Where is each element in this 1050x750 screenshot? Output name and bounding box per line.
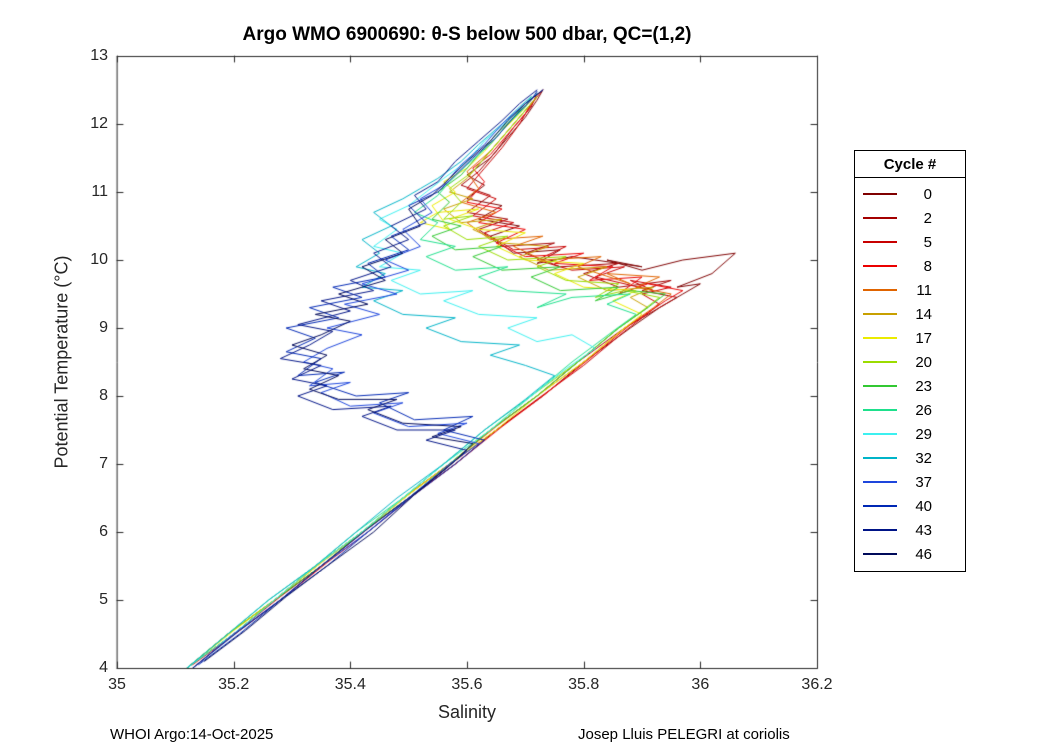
y-axis-label: Potential Temperature (°C): [51, 255, 72, 469]
legend-line-sample: [863, 529, 897, 531]
y-tick-label: 6: [99, 523, 108, 540]
plot-title: Argo WMO 6900690: θ-S below 500 dbar, QC…: [242, 24, 692, 45]
legend-line-sample: [863, 265, 897, 267]
legend-entry-label: 11: [916, 281, 932, 299]
legend-line-sample: [863, 553, 897, 555]
legend-entry-label: 29: [915, 425, 932, 443]
legend-entry: 40: [855, 494, 965, 518]
legend-line-sample: [863, 289, 897, 291]
legend-entry: 8: [855, 254, 965, 278]
legend-entry: 14: [855, 302, 965, 326]
legend-line-sample: [863, 217, 897, 219]
legend-entry-label: 0: [923, 185, 932, 203]
legend-line-sample: [863, 193, 897, 195]
footer-attribution-right: Josep Lluis PELEGRI at coriolis: [578, 726, 790, 743]
legend-line-sample: [863, 313, 897, 315]
legend-entry-label: 43: [915, 521, 932, 539]
x-tick-label: 36.2: [801, 676, 833, 693]
y-tick-label: 10: [90, 251, 108, 268]
legend-line-sample: [863, 433, 897, 435]
legend-entry: 11: [855, 278, 965, 302]
y-tick-label: 9: [99, 319, 108, 336]
legend-entry-label: 23: [915, 377, 932, 395]
y-tick-label: 8: [99, 387, 108, 404]
legend-entries: 0 2 5 8 11 14 17 20 23 26 29 32 37 40 43 46: [855, 178, 965, 571]
legend-entry-label: 26: [915, 401, 932, 419]
legend-line-sample: [863, 361, 897, 363]
legend-entry-label: 32: [915, 449, 932, 467]
y-tick-label: 7: [99, 455, 108, 472]
legend-entry: 17: [855, 326, 965, 350]
legend-entry-label: 5: [923, 233, 932, 251]
legend-entry-label: 2: [923, 209, 932, 227]
legend-line-sample: [863, 337, 897, 339]
legend-entry: 23: [855, 374, 965, 398]
legend-entry-label: 17: [915, 329, 932, 347]
x-tick-label: 35.8: [568, 676, 600, 693]
x-tick-label: 36: [691, 676, 710, 693]
x-tick-label: 35.6: [451, 676, 483, 693]
legend-line-sample: [863, 481, 897, 483]
legend-entry: 46: [855, 542, 965, 566]
legend-line-sample: [863, 457, 897, 459]
legend-entry: 0: [855, 182, 965, 206]
legend-entry: 26: [855, 398, 965, 422]
y-tick-label: 11: [91, 183, 108, 200]
legend-entry: 37: [855, 470, 965, 494]
x-axis-label: Salinity: [437, 702, 497, 722]
legend-line-sample: [863, 385, 897, 387]
legend-line-sample: [863, 505, 897, 507]
y-tick-label: 13: [90, 47, 108, 64]
legend-box: Cycle # 0 2 5 8 11 14 17 20 23 26 29 32 37 40 43 46: [854, 150, 966, 572]
y-tick-label: 4: [99, 659, 108, 676]
legend-entry-label: 46: [915, 545, 932, 563]
x-tick-label: 35.4: [334, 676, 366, 693]
legend-entry-label: 8: [923, 257, 932, 275]
legend-entry-label: 40: [915, 497, 932, 515]
legend-entry-label: 14: [915, 305, 932, 323]
legend-entry-label: 37: [915, 473, 932, 491]
legend-entry: 32: [855, 446, 965, 470]
legend-title: Cycle #: [855, 151, 965, 178]
legend-entry: 29: [855, 422, 965, 446]
legend-line-sample: [863, 409, 897, 411]
y-tick-label: 12: [90, 115, 108, 132]
legend-entry: 20: [855, 350, 965, 374]
x-tick-label: 35: [108, 676, 126, 693]
legend-entry: 2: [855, 206, 965, 230]
footer-attribution-left: WHOI Argo:14-Oct-2025: [110, 726, 274, 743]
y-tick-label: 5: [99, 591, 108, 608]
legend-entry: 43: [855, 518, 965, 542]
legend-line-sample: [863, 241, 897, 243]
x-tick-label: 35.2: [218, 676, 250, 693]
legend-entry-label: 20: [915, 353, 932, 371]
legend-entry: 5: [855, 230, 965, 254]
